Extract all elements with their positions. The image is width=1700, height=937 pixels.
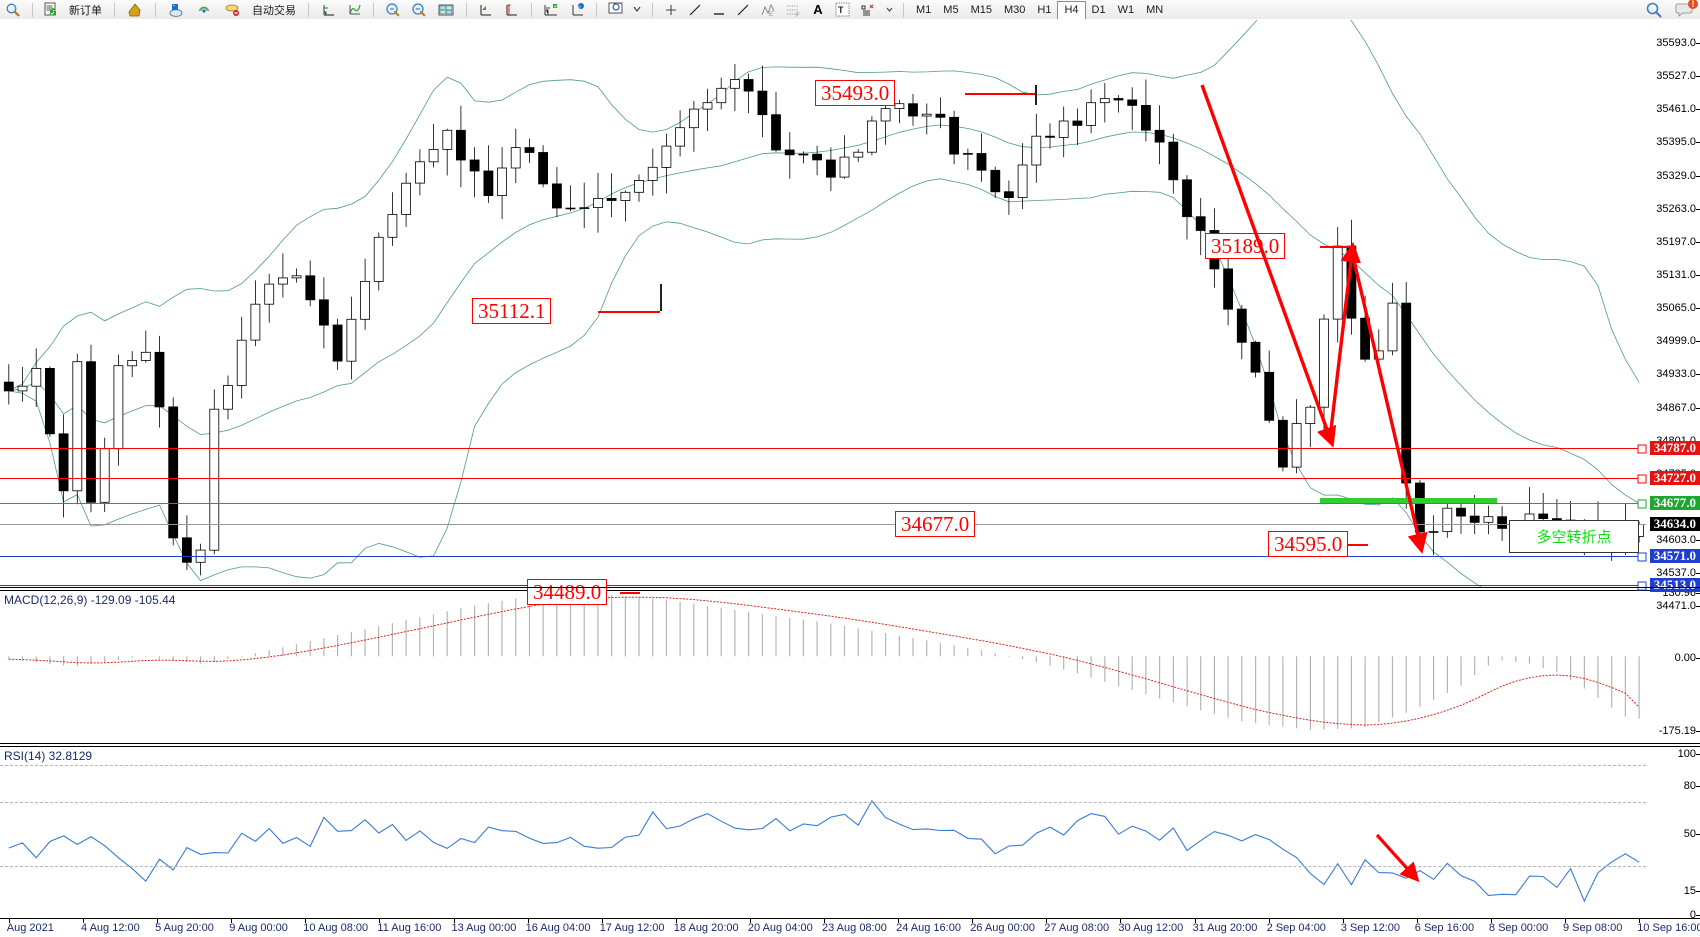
svg-text:F: F	[796, 13, 800, 17]
svg-text:T: T	[838, 5, 844, 15]
svg-text:E: E	[769, 12, 773, 17]
